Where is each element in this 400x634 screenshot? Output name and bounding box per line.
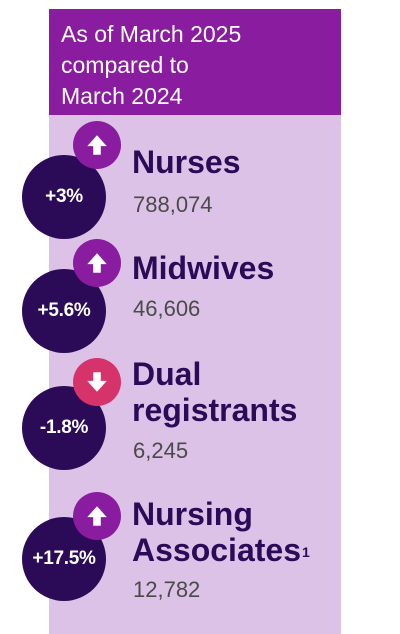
stat-item-dual-registrants: -1.8% Dual registrants 6,245 (0, 355, 400, 475)
footnote-marker: 1 (301, 544, 310, 560)
header-line: compared to (61, 52, 189, 78)
change-badge: +3% (22, 155, 106, 239)
stat-title: Nurses (132, 144, 241, 180)
arrow-down-icon (73, 358, 121, 406)
stat-title-line: Associates (132, 532, 301, 568)
stat-title: Dual registrants (132, 356, 297, 428)
stat-title-line: Midwives (132, 250, 275, 286)
stat-item-midwives: +5.6% Midwives 46,606 (0, 238, 400, 358)
stat-title-line: Nursing (132, 496, 253, 532)
panel-header: As of March 2025 compared to March 2024 (49, 9, 341, 115)
stat-value: 6,245 (133, 438, 189, 463)
stat-title-line: Nurses (132, 144, 241, 180)
arrow-up-icon (73, 121, 121, 169)
stat-title-line: Dual (132, 356, 202, 392)
stat-item-nurses: +3% Nurses 788,074 (0, 120, 400, 240)
arrow-up-icon (73, 239, 121, 287)
stat-title: Nursing Associates1 (132, 496, 310, 568)
stat-value: 46,606 (133, 296, 201, 321)
stat-title: Midwives (132, 250, 274, 286)
arrow-up-icon (73, 492, 121, 540)
stat-value: 12,782 (133, 577, 201, 602)
header-line: March 2024 (61, 83, 183, 109)
stat-value: 788,074 (133, 192, 213, 217)
header-line: As of March 2025 (61, 21, 242, 47)
stat-title-line: registrants (132, 392, 298, 428)
stat-item-nursing-associates: +17.5% Nursing Associates1 12,782 (0, 491, 400, 611)
